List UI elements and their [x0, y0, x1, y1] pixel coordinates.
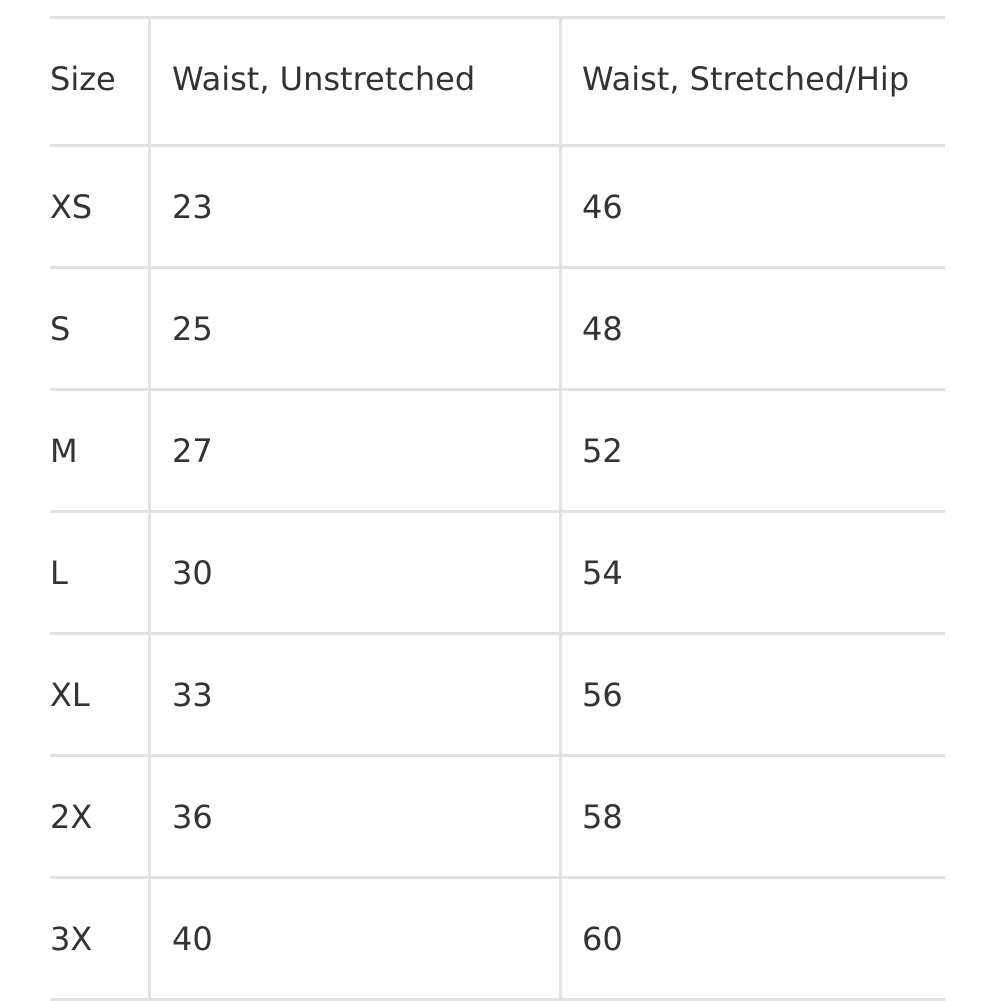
header-waist-unstretched: Waist, Unstretched: [148, 16, 561, 147]
cell-size: XS: [50, 144, 150, 269]
cell-waist-stretched-hip: 48: [559, 266, 945, 391]
header-row: Size Waist, Unstretched Waist, Stretched…: [50, 16, 945, 147]
cell-waist-unstretched: 30: [148, 510, 561, 635]
cell-waist-unstretched: 40: [148, 876, 561, 1001]
table-row: XL 33 56: [50, 632, 945, 757]
table-row: S 25 48: [50, 266, 945, 391]
cell-size: XL: [50, 632, 150, 757]
table-row: L 30 54: [50, 510, 945, 635]
cell-size: L: [50, 510, 150, 635]
header-waist-stretched-hip: Waist, Stretched/Hip: [559, 16, 945, 147]
cell-size: 3X: [50, 876, 150, 1001]
cell-waist-unstretched: 27: [148, 388, 561, 513]
cell-waist-stretched-hip: 60: [559, 876, 945, 1001]
cell-waist-stretched-hip: 54: [559, 510, 945, 635]
table-row: 3X 40 60: [50, 876, 945, 1001]
cell-waist-unstretched: 33: [148, 632, 561, 757]
cell-waist-stretched-hip: 52: [559, 388, 945, 513]
cell-waist-unstretched: 23: [148, 144, 561, 269]
table-row: M 27 52: [50, 388, 945, 513]
size-chart-table: Size Waist, Unstretched Waist, Stretched…: [50, 16, 945, 1001]
cell-waist-unstretched: 25: [148, 266, 561, 391]
header-size: Size: [50, 16, 150, 147]
cell-size: 2X: [50, 754, 150, 879]
cell-size: S: [50, 266, 150, 391]
table-row: 2X 36 58: [50, 754, 945, 879]
cell-waist-stretched-hip: 46: [559, 144, 945, 269]
cell-waist-stretched-hip: 58: [559, 754, 945, 879]
cell-waist-unstretched: 36: [148, 754, 561, 879]
cell-size: M: [50, 388, 150, 513]
cell-waist-stretched-hip: 56: [559, 632, 945, 757]
table-row: XS 23 46: [50, 144, 945, 269]
